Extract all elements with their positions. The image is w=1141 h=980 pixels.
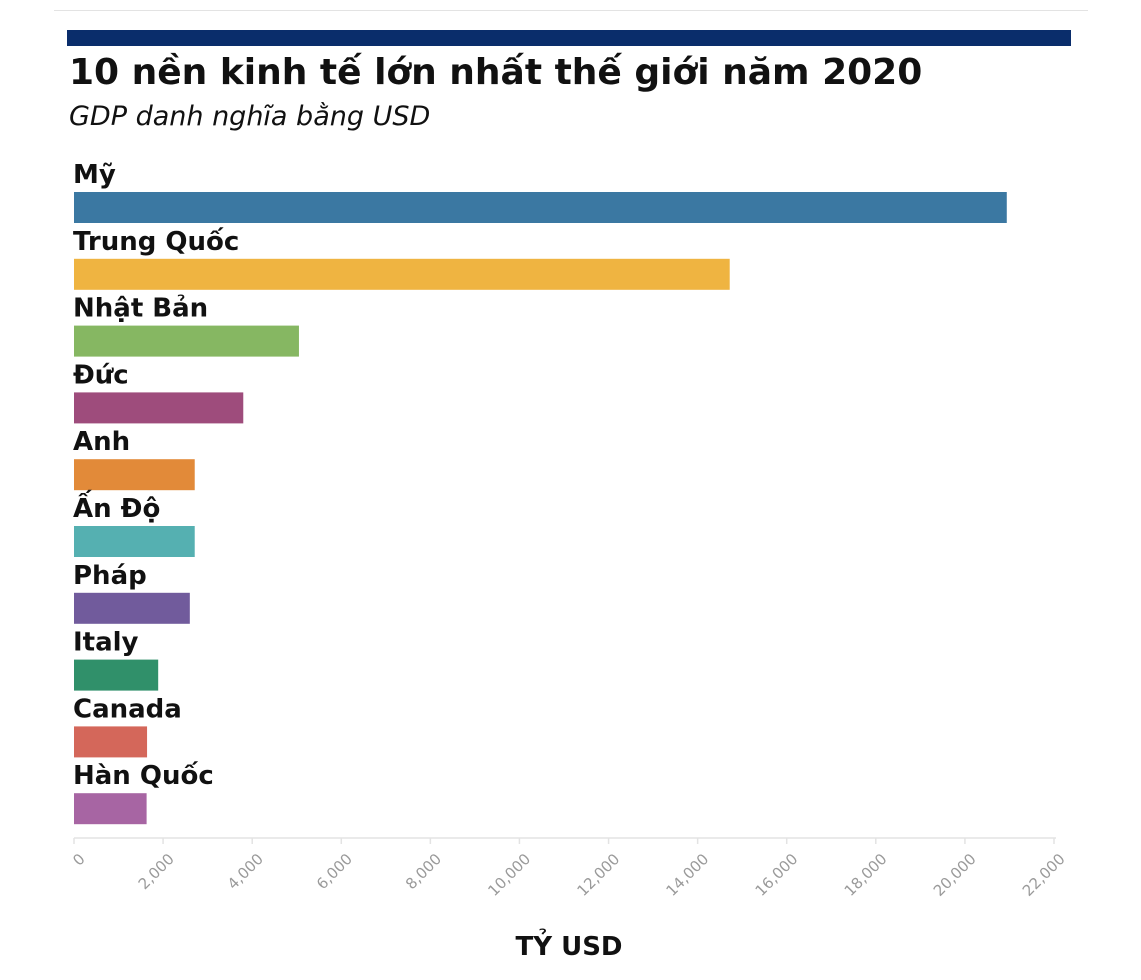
x-tick-label-7: 14,000 [663,850,713,900]
category-labels: Mỹ Trung Quốc Nhật Bản Đức Anh Ấn Độ Pháp Italy… [73,160,239,791]
category-label-0: Mỹ [73,160,116,190]
header-banner [67,30,1071,46]
bar-4 [74,459,195,491]
x-axis-title: TỶ USD [515,927,622,962]
x-tick-label-9: 18,000 [841,850,891,900]
bar-9 [74,793,147,825]
bar-8 [74,726,148,758]
x-tick-label-6: 12,000 [573,850,623,900]
x-axis-ticks: 0 2,000 4,000 6,000 8,000 10,000 12,000 14,000 1… [69,838,1069,900]
x-tick-label-5: 10,000 [484,850,534,900]
bar-7 [74,659,159,691]
x-tick-label-1: 2,000 [135,850,178,893]
x-tick-label-4: 8,000 [402,850,445,893]
chart-subtitle: GDP danh nghĩa bằng USD [69,101,431,132]
x-tick-label-3: 6,000 [313,850,356,893]
x-tick-label-10: 20,000 [930,850,980,900]
bar-1 [74,258,730,290]
top-rule [54,10,1088,11]
x-tick-label-11: 22,000 [1019,850,1069,900]
category-label-6: Pháp [73,561,147,591]
bar-5 [74,526,195,557]
category-label-9: Hàn Quốc [73,760,214,791]
category-label-3: Đức [73,360,129,390]
bar-2 [74,325,299,357]
category-label-4: Anh [73,427,130,457]
category-label-2: Nhật Bản [73,293,208,324]
bars-layer [74,192,1007,825]
category-label-5: Ấn Độ [73,488,160,524]
bar-0 [74,192,1007,223]
chart-title: 10 nền kinh tế lớn nhất thế giới năm 202… [69,52,923,93]
bar-3 [74,392,244,424]
category-label-1: Trung Quốc [73,226,239,257]
x-tick-label-8: 16,000 [752,850,802,900]
category-label-8: Canada [73,694,182,724]
bar-6 [74,592,190,624]
x-tick-label-0: 0 [69,850,88,869]
x-tick-label-2: 4,000 [224,850,267,893]
category-label-7: Italy [73,628,139,658]
